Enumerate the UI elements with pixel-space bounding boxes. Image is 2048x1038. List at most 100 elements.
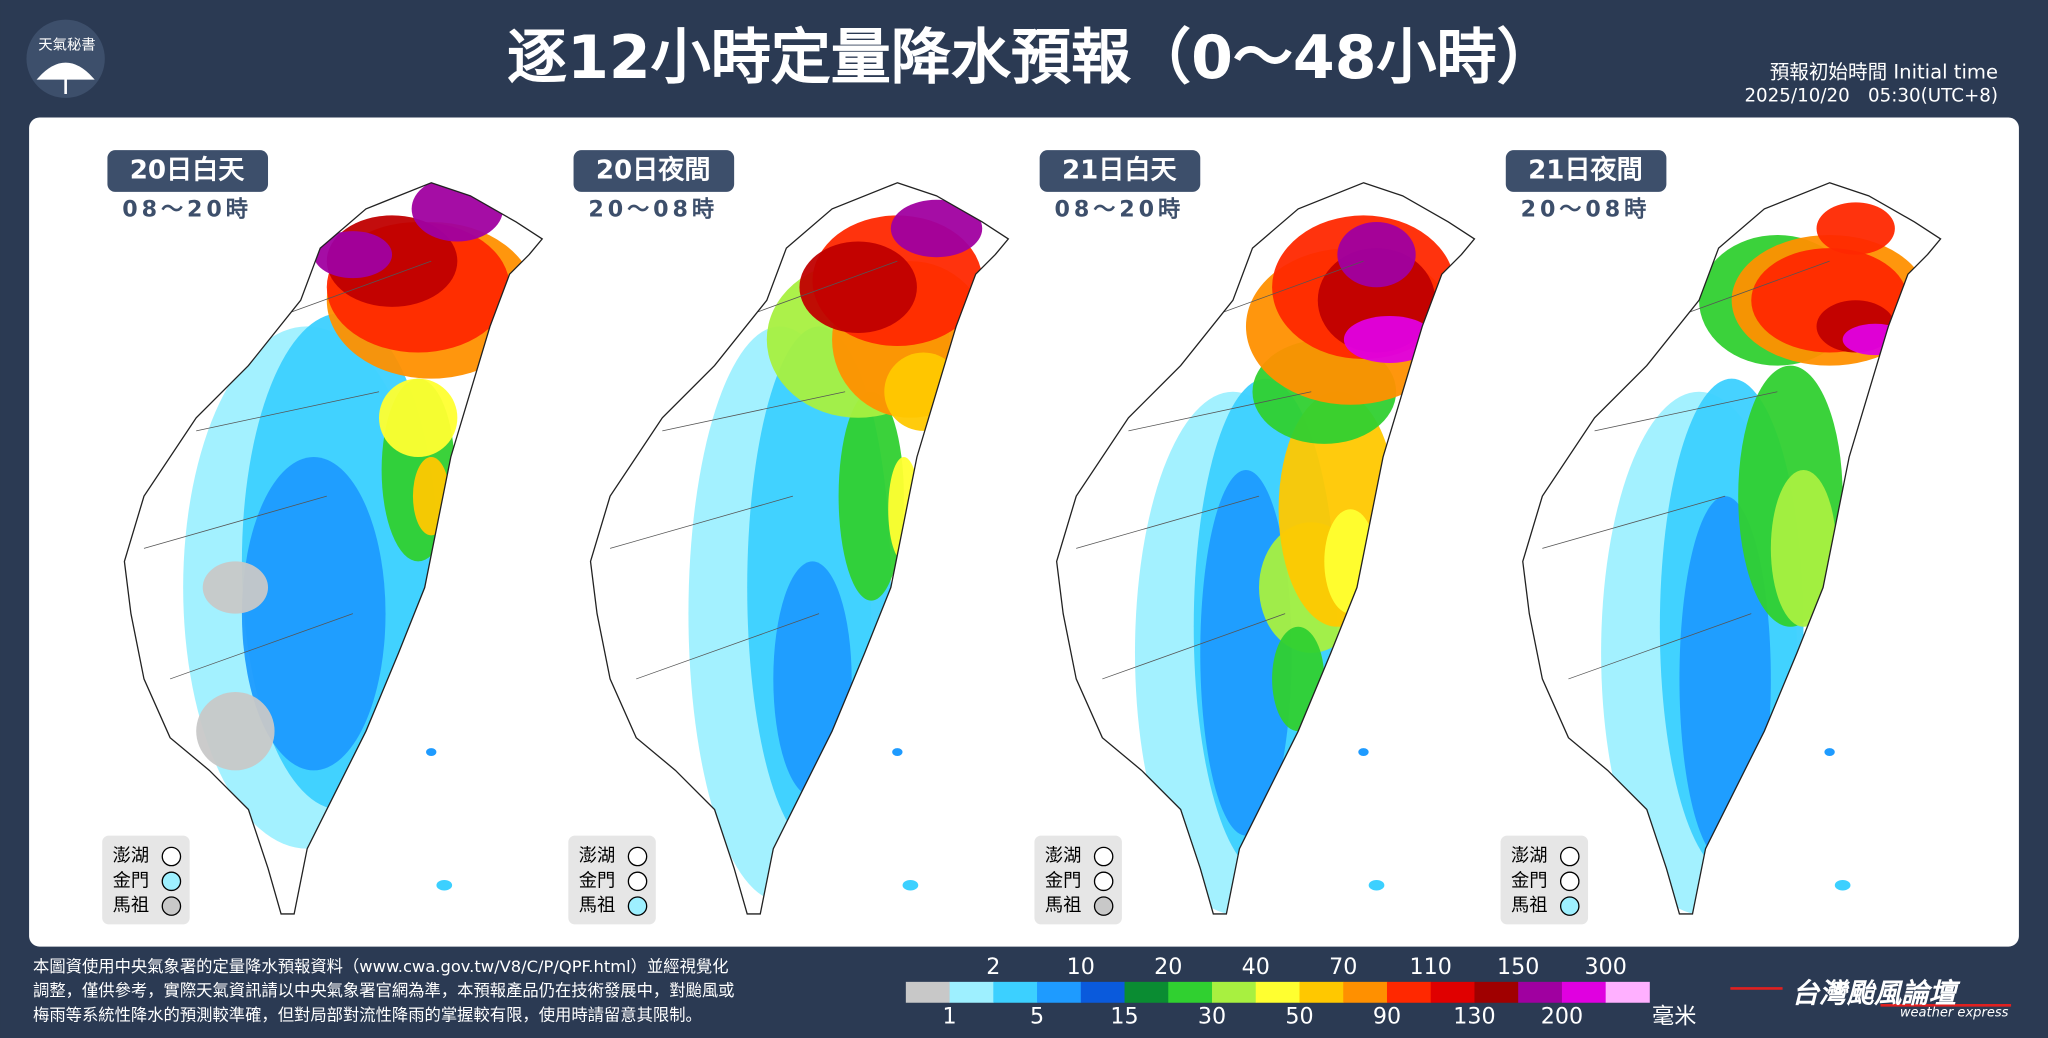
county-line: [169, 613, 354, 680]
map-panel: [29, 117, 2019, 947]
rain-area: [313, 231, 393, 279]
legend-label: 15: [1110, 1004, 1138, 1030]
legend-bin: [1605, 981, 1650, 1003]
footnote: 調整，僅供參考，實際天氣資訊請以中央氣象署官網為準，本預報產品仍在技術發展中，對…: [33, 981, 734, 1000]
legend-bin: [1168, 981, 1213, 1003]
island-name: 澎湖: [113, 846, 150, 867]
legend-bin: [1561, 981, 1607, 1003]
county-line: [196, 391, 380, 432]
taiwan-outline: [1522, 182, 1942, 915]
rain-area: [838, 391, 904, 601]
legend-label: 70: [1329, 954, 1357, 980]
legend-bin: [1299, 981, 1344, 1003]
rain-area: [1337, 221, 1416, 288]
island-rain: [161, 846, 182, 867]
legend-bin: [1037, 981, 1082, 1003]
legend-label: 20: [1154, 954, 1182, 980]
islet: [1834, 880, 1851, 891]
hours-label: 20～08時: [588, 197, 718, 223]
init-label: 預報初始時間 Initial time: [1770, 61, 1998, 84]
island-name: 澎湖: [579, 846, 616, 867]
legend-label: 150: [1497, 954, 1539, 980]
island-rain: [627, 871, 648, 892]
island-name: 澎湖: [1511, 846, 1548, 867]
legend-label: 50: [1285, 1004, 1313, 1030]
rain-area: [890, 199, 983, 258]
legend-bin: [1386, 981, 1432, 1003]
island-rain: [1559, 846, 1580, 867]
island-rain: [627, 896, 648, 916]
legend-bin: [905, 981, 950, 1003]
island-rain: [161, 896, 182, 916]
island-name: 馬祖: [1511, 895, 1548, 916]
islet: [902, 880, 919, 891]
legend-label: 30: [1198, 1004, 1226, 1030]
legend-label: 130: [1453, 1004, 1495, 1030]
legend-label: 5: [1030, 1004, 1044, 1030]
legend-label: 40: [1242, 954, 1270, 980]
icon-text: 天氣秘書: [38, 37, 95, 54]
legend-bin: [1430, 981, 1475, 1003]
legend-bin: [949, 981, 994, 1003]
county-line: [636, 613, 820, 680]
island-rain: [161, 871, 182, 892]
county-line: [753, 260, 898, 314]
init-time: 2025/10/20 05:30(UTC+8): [1744, 86, 1998, 107]
island-name: 金門: [579, 870, 616, 891]
county-line: [1568, 613, 1752, 680]
island-name: 馬祖: [113, 895, 150, 916]
rain-area: [1770, 470, 1837, 627]
rain-area: [202, 561, 269, 614]
island-name: 金門: [1511, 870, 1548, 891]
footnote: 本圖資使用中央氣象署的定量降水預報資料（www.cwa.gov.tw/V8/C/…: [33, 957, 729, 976]
county-line: [1219, 260, 1364, 314]
county-line: [143, 495, 327, 549]
day-label: 21日夜間: [1528, 155, 1643, 186]
hours-label: 08～20時: [1054, 197, 1184, 223]
rain-layer: [609, 199, 989, 901]
islet: [1824, 748, 1835, 756]
islet: [1368, 880, 1385, 891]
legend-label: 90: [1373, 1004, 1401, 1030]
island-rain: [1093, 871, 1114, 892]
county-line: [1594, 391, 1778, 432]
islet: [1358, 748, 1369, 756]
day-box: [573, 150, 735, 192]
rain-area: [196, 692, 275, 771]
legend-unit: 毫米: [1652, 1004, 1696, 1030]
county-line: [662, 391, 846, 432]
island-name: 馬祖: [579, 895, 616, 916]
legend-bin: [1343, 981, 1388, 1003]
island-name: 金門: [113, 870, 150, 891]
rain-layer: [143, 182, 536, 849]
rain-area: [241, 456, 386, 771]
county-line: [609, 495, 794, 549]
legend-bin: [1518, 981, 1563, 1003]
island-rain: [1559, 896, 1580, 916]
legend-bin: [1474, 981, 1519, 1003]
day-box: [1505, 150, 1667, 192]
legend-label: 200: [1541, 1004, 1583, 1030]
hours-label: 20～08時: [1521, 197, 1651, 223]
footnote: 梅雨等系統性降水的預測較準確，但對局部對流性降雨的掌握較有限，使用時請留意其限制…: [33, 1005, 702, 1024]
logo: 台灣颱風論壇: [1792, 978, 1961, 1009]
legend-bin: [1080, 981, 1125, 1003]
legend-bin: [1255, 981, 1300, 1003]
county-line: [1685, 260, 1830, 314]
day-label: 20日夜間: [596, 155, 711, 186]
legend-label: 300: [1584, 954, 1626, 980]
day-label: 21日白天: [1062, 155, 1178, 186]
day-box: [1039, 150, 1201, 192]
islet: [426, 748, 437, 756]
county-line: [1128, 391, 1312, 432]
title: 逐12小時定量降水預報（0～48小時）: [507, 23, 1557, 93]
county-line: [1542, 495, 1726, 549]
legend-bin: [1124, 981, 1169, 1003]
day-box: [107, 150, 269, 192]
day-label: 20日白天: [130, 155, 246, 186]
